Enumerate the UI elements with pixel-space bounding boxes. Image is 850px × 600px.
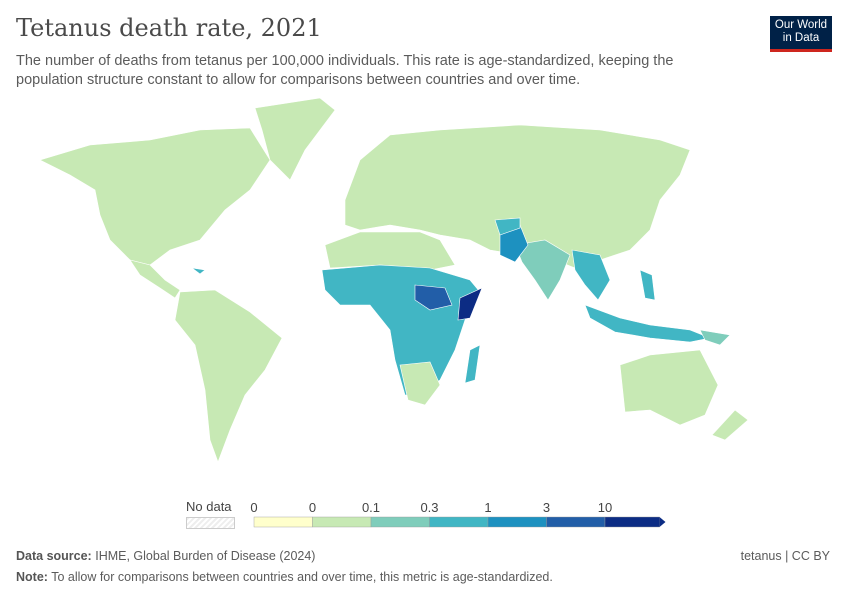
caribbean[interactable] — [191, 267, 206, 275]
somalia[interactable] — [457, 287, 483, 321]
afghanistan[interactable] — [494, 217, 521, 236]
indonesia[interactable] — [584, 304, 712, 343]
new-zealand[interactable] — [711, 409, 749, 441]
greenland[interactable] — [254, 97, 336, 181]
south-america[interactable] — [174, 289, 283, 463]
legend-tick-label: 1 — [484, 500, 491, 515]
legend-bin[interactable] — [487, 516, 547, 528]
legend-bin[interactable] — [429, 516, 489, 528]
legend-tick-label: 10 — [598, 500, 612, 515]
note: Note: To allow for comparisons between c… — [16, 570, 553, 584]
note-text: To allow for comparisons between countri… — [51, 570, 553, 584]
logo-text-2: in Data — [782, 32, 820, 44]
owid-logo[interactable]: Our World in Data — [770, 16, 832, 52]
australia[interactable] — [619, 349, 719, 426]
legend-tick-label: 0.1 — [362, 500, 380, 515]
legend-bin[interactable] — [546, 516, 606, 528]
data-source: Data source: IHME, Global Burden of Dise… — [16, 549, 315, 563]
legend-tick-label: 0 — [250, 500, 257, 515]
legend-no-data-label: No data — [186, 499, 232, 514]
source-label: Data source: — [16, 549, 92, 563]
legend-bin[interactable] — [604, 516, 660, 528]
south-sudan-ethiopia[interactable] — [414, 284, 453, 311]
africa-north[interactable] — [324, 231, 456, 271]
world-map[interactable] — [0, 95, 850, 485]
philippines[interactable] — [639, 269, 656, 301]
legend-bin[interactable] — [370, 516, 430, 528]
papua-new-guinea[interactable] — [699, 329, 731, 346]
africa-sub-saharan[interactable] — [321, 264, 481, 396]
south-asia[interactable] — [514, 239, 571, 301]
legend-bin[interactable] — [253, 516, 313, 528]
note-label: Note: — [16, 570, 48, 584]
license[interactable]: tetanus | CC BY — [740, 549, 830, 563]
central-america[interactable] — [129, 259, 181, 299]
legend-tick-label: 0.3 — [420, 500, 438, 515]
logo-text-1: Our World — [774, 19, 828, 31]
chart-title: Tetanus death rate, 2021 — [16, 14, 322, 42]
southern-africa[interactable] — [399, 361, 441, 406]
legend-bin[interactable] — [312, 516, 372, 528]
color-legend: 0 0 0.1 0.3 1 3 10 — [250, 500, 666, 528]
source-text[interactable]: IHME, Global Burden of Disease (2024) — [95, 549, 316, 563]
north-america[interactable] — [39, 127, 271, 266]
chart-subtitle: The number of deaths from tetanus per 10… — [16, 53, 674, 88]
legend-no-data-swatch — [186, 517, 235, 529]
madagascar[interactable] — [464, 344, 481, 384]
legend-tick-label: 3 — [543, 500, 550, 515]
legend-tick-label: 0 — [309, 500, 316, 515]
southeast-asia[interactable] — [571, 249, 611, 301]
legend-arrow — [659, 517, 666, 527]
